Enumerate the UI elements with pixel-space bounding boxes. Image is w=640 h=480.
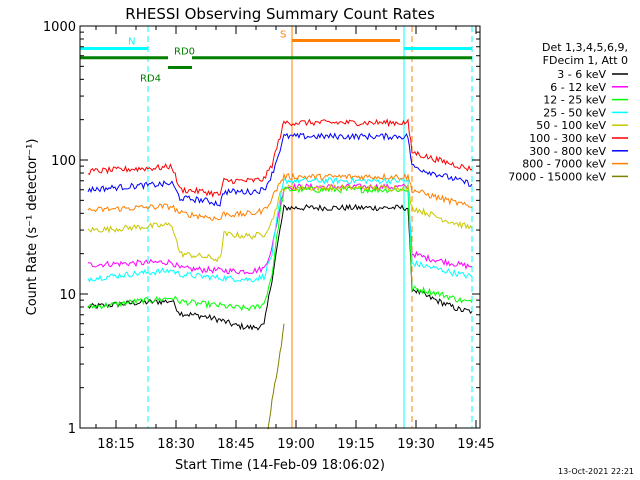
- chart-title: RHESSI Observing Summary Count Rates: [125, 5, 435, 23]
- x-tick-label: 19:00: [277, 437, 314, 452]
- x-tick-label: 18:30: [157, 437, 194, 452]
- timestamp-footer: 13-Oct-2021 22:21: [558, 467, 634, 476]
- legend-header: FDecim 1, Att 0: [543, 54, 628, 67]
- legend-entry-label: 50 - 100 keV: [536, 119, 606, 132]
- annotation-label: RD0: [174, 47, 195, 58]
- y-axis-label: Count Rate (s⁻¹ detector⁻¹): [25, 139, 40, 316]
- legend-entry-label: 25 - 50 keV: [543, 106, 606, 119]
- legend-entry-label: 7000 - 15000 keV: [508, 170, 606, 183]
- annotation-label: S: [280, 29, 286, 40]
- legend-entry-label: 6 - 12 keV: [550, 81, 606, 94]
- legend: Det 1,3,4,5,6,9,FDecim 1, Att 03 - 6 keV…: [508, 41, 628, 183]
- y-tick-label: 1: [68, 422, 76, 437]
- x-tick-label: 18:45: [217, 437, 254, 452]
- y-tick-label: 1000: [43, 20, 76, 35]
- legend-entry-label: 800 - 7000 keV: [522, 158, 606, 171]
- series-line: [87, 183, 473, 263]
- series-line: [87, 118, 473, 198]
- legend-header: Det 1,3,4,5,6,9,: [542, 41, 628, 54]
- data-layer: N S RD0 RD4: [79, 26, 473, 430]
- x-tick-label: 19:45: [457, 437, 494, 452]
- legend-entry-label: 3 - 6 keV: [557, 68, 606, 81]
- y-tick-label: 100: [51, 154, 76, 169]
- x-axis-label: Start Time (14-Feb-09 18:06:02): [175, 458, 385, 473]
- series-line: [267, 323, 285, 430]
- x-tick-label: 19:30: [397, 437, 434, 452]
- series-line: [87, 132, 473, 207]
- annotation-label: N: [128, 36, 135, 47]
- x-tick-label: 18:15: [97, 437, 134, 452]
- x-tick-label: 19:15: [337, 437, 374, 452]
- series-line: [87, 172, 473, 221]
- plot-frame: [79, 25, 481, 429]
- series-line: [87, 185, 473, 312]
- annotation-label: RD4: [140, 74, 161, 85]
- axes-layer: 1 10 100 1000 18:15 18:30 18:45 19:00 19:15 19:30…: [43, 20, 495, 452]
- legend-entry-label: 300 - 800 keV: [529, 145, 606, 158]
- series-line: [87, 203, 473, 331]
- legend-entry-label: 100 - 300 keV: [529, 132, 606, 145]
- y-tick-label: 10: [59, 288, 76, 303]
- legend-entry-label: 12 - 25 keV: [543, 94, 606, 107]
